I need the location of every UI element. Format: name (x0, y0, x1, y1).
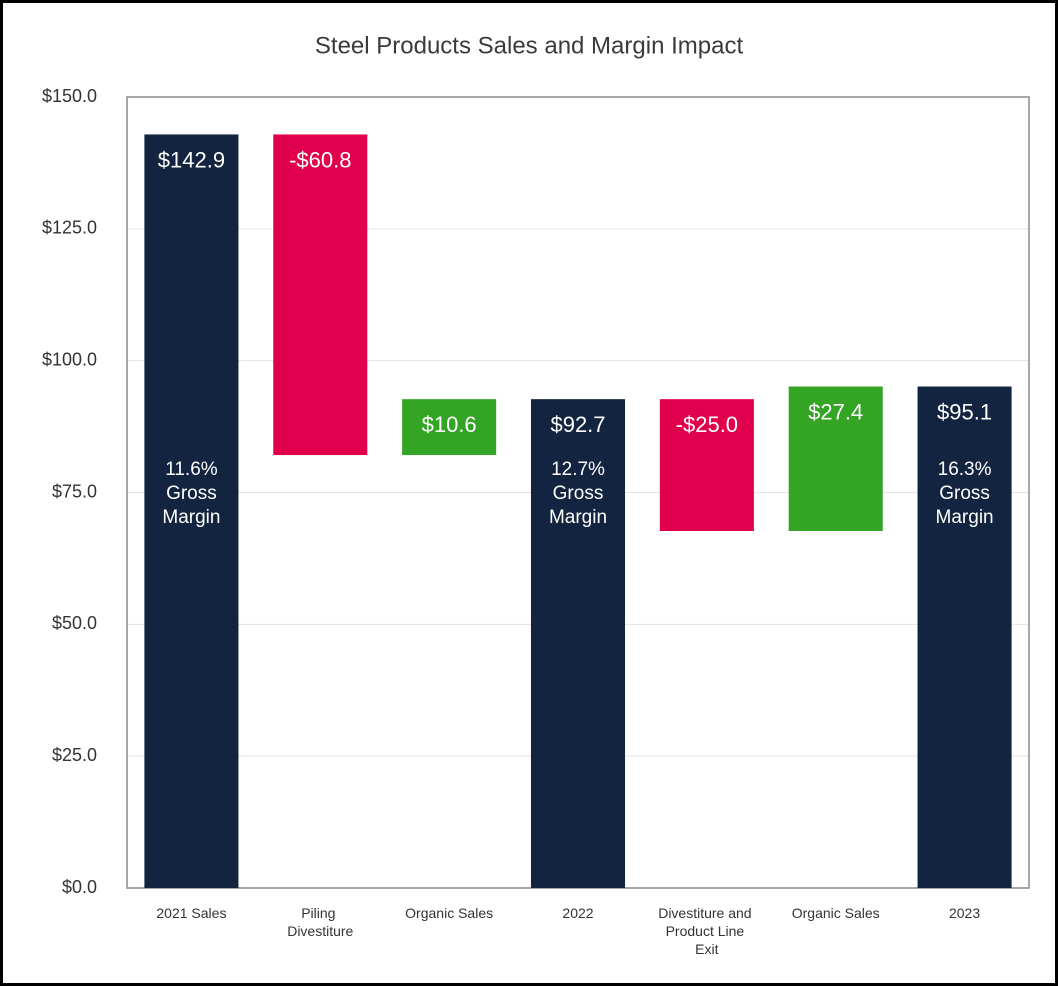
bar (144, 134, 239, 888)
margin-label: Gross (939, 483, 990, 504)
margin-label: Margin (549, 507, 607, 528)
y-tick-label: $100.0 (42, 349, 97, 369)
margin-label: Margin (936, 507, 994, 528)
margin-label: Margin (162, 507, 220, 528)
value-label: $10.6 (422, 412, 477, 437)
x-tick-label: Divestiture and Product Line Exit (658, 905, 755, 957)
bar (530, 399, 626, 888)
y-tick-label: $25.0 (52, 745, 97, 765)
x-tick-label: Piling Divestiture (287, 905, 353, 939)
bar (788, 386, 883, 531)
value-label: -$25.0 (676, 412, 738, 437)
margin-label: 11.6% (165, 459, 218, 480)
y-tick-label: $75.0 (52, 481, 97, 501)
margin-label: Gross (553, 483, 604, 504)
x-tick-label: 2023 (949, 905, 980, 921)
margin-label: 16.3% (938, 459, 992, 480)
y-tick-label: $0.0 (62, 877, 97, 897)
x-tick-label: Organic Sales (405, 905, 493, 921)
y-tick-label: $50.0 (52, 613, 97, 633)
x-tick-label: 2021 Sales (156, 905, 226, 921)
bar (917, 386, 1012, 888)
y-tick-label: $150.0 (42, 86, 97, 106)
value-label: $95.1 (937, 399, 992, 424)
margin-label: 12.7% (551, 459, 605, 480)
value-label: $92.7 (550, 412, 605, 437)
x-tick-label: Organic Sales (792, 905, 880, 921)
value-label: -$60.8 (289, 147, 351, 172)
margin-label: Gross (166, 483, 217, 504)
bar (659, 399, 754, 531)
value-label: $27.4 (808, 399, 863, 424)
bar (402, 399, 497, 456)
bar (273, 134, 368, 456)
x-tick-label: 2022 (562, 905, 593, 921)
value-label: $142.9 (158, 147, 225, 172)
y-tick-label: $125.0 (42, 218, 97, 238)
chart-title: Steel Products Sales and Margin Impact (315, 32, 744, 59)
